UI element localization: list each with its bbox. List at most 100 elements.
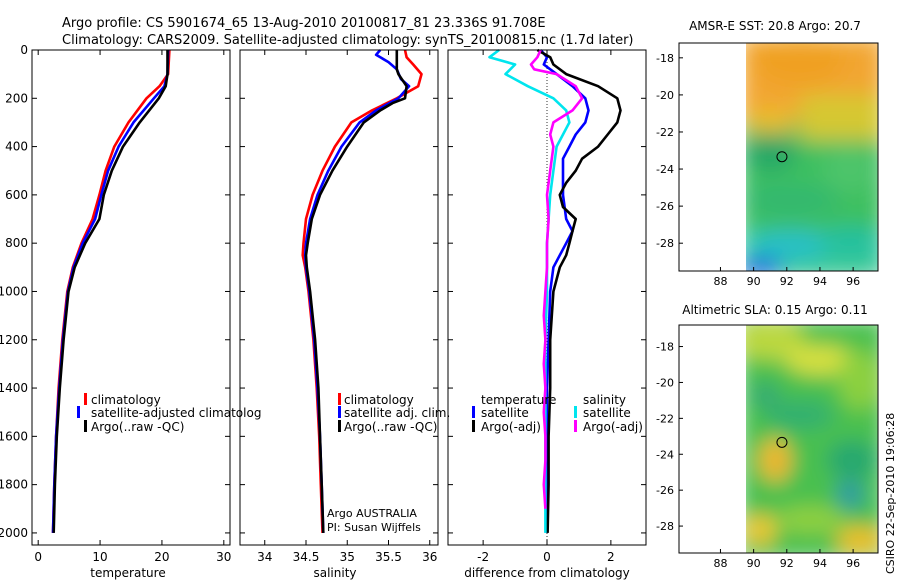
y-tick-label: 800	[5, 236, 28, 250]
series-line-climatology	[51, 49, 171, 533]
legend-swatch-sal-satellite	[574, 406, 577, 418]
legend-swatch-argo	[84, 420, 87, 432]
map-y-tick-label: -22	[656, 126, 674, 139]
y-tick-label: 0	[20, 43, 28, 57]
sst-profile-marker	[776, 151, 788, 163]
legend-swatch-climatology	[338, 393, 341, 405]
credit-line1: Argo AUSTRALIA	[327, 507, 417, 520]
legend-label-temp-satellite: satellite	[481, 406, 529, 420]
series-line-temperature-satellite	[539, 49, 590, 533]
y-tick-label: 200	[5, 91, 28, 105]
x-tick-label: 2	[607, 550, 615, 564]
map-x-tick-label: 94	[813, 275, 827, 288]
series-line-argo-raw-qc	[304, 50, 408, 533]
x-tick-label: 34	[257, 550, 272, 564]
sst-heatmap	[746, 43, 878, 271]
legend-swatch-climatology	[84, 393, 87, 405]
x-tick-label: 0	[34, 550, 42, 564]
legend-swatch-satellite	[77, 406, 80, 418]
series-line-argo-raw-qc	[52, 50, 169, 533]
difference-legend: temperature satellite Argo(-adj) salinit…	[472, 393, 643, 434]
x-tick-label: 36	[422, 550, 437, 564]
legend-label-satellite: satellite adj. clim.	[344, 406, 450, 420]
legend-swatch-argo	[338, 420, 341, 432]
temperature-panel: 0 10 20 30 0 200 400 600 800 1000 1200 1400 1600 1800…	[0, 43, 261, 580]
y-tick-label: 1400	[0, 381, 28, 395]
credit-line2: PI: Susan Wijffels	[327, 521, 421, 534]
legend-swatch-temp-satellite	[472, 406, 475, 418]
difference-panel: -2 0 2 difference from climatology tempera…	[447, 48, 647, 580]
sla-map-axes-box	[678, 324, 879, 554]
salinity-xlabel: salinity	[313, 566, 356, 580]
x-tick-label: 10	[92, 550, 107, 564]
sst-map-axes-box	[678, 42, 879, 272]
figure-title-line2: Climatology: CARS2009. Satellite-adjuste…	[62, 33, 634, 48]
legend-label-argo: Argo(..raw -QC)	[344, 420, 437, 434]
y-tick-label: 1800	[0, 478, 28, 492]
map-y-tick-label: -28	[656, 520, 674, 533]
legend-label-climatology: climatology	[344, 393, 414, 407]
x-tick-label: 35	[340, 550, 355, 564]
series-line-salinity-satellite	[488, 48, 571, 533]
map-y-tick-label: -20	[656, 89, 674, 102]
map-y-tick-label: -26	[656, 200, 674, 213]
map-y-tick-label: -18	[656, 341, 674, 354]
y-tick-label: 400	[5, 140, 28, 154]
salinity-legend: climatology satellite adj. clim. Argo(..…	[338, 393, 450, 434]
legend-title-temperature: temperature	[481, 393, 556, 407]
y-tick-label: 600	[5, 188, 28, 202]
map-x-tick-label: 96	[846, 557, 860, 570]
map-y-tick-label: -18	[656, 52, 674, 65]
sla-profile-marker	[776, 436, 788, 448]
map-y-tick-label: -22	[656, 412, 674, 425]
map-x-tick-label: 90	[747, 275, 761, 288]
y-tick-label: 1600	[0, 429, 28, 443]
series-line-salinity-argo-adj	[529, 49, 584, 509]
salinity-axes-box	[239, 49, 439, 546]
y-tick-label: 1000	[0, 284, 28, 298]
legend-title-salinity: salinity	[583, 393, 626, 407]
x-tick-label: 30	[216, 550, 231, 564]
legend-swatch-satellite	[338, 406, 341, 418]
series-line-satellite-adjusted-climatolog	[51, 49, 170, 533]
temperature-xlabel: temperature	[90, 566, 165, 580]
map-x-tick-label: 88	[713, 275, 727, 288]
map-x-tick-label: 96	[846, 275, 860, 288]
sst-map-title: AMSR-E SST: 20.8 Argo: 20.7	[689, 19, 861, 33]
map-x-tick-label: 88	[713, 557, 727, 570]
temperature-axes-box	[31, 49, 231, 546]
sla-map-panel: Altimetric SLA: 0.15 Argo: 0.11 88 90 92 94…	[656, 303, 879, 570]
map-y-tick-label: -28	[656, 237, 674, 250]
sla-heatmap	[746, 325, 878, 553]
temperature-legend: climatology satellite-adjusted climatolo…	[77, 393, 261, 434]
legend-label-argo: Argo(..raw -QC)	[91, 420, 184, 434]
series-line-temperature-argo-adj	[536, 48, 622, 533]
difference-xlabel: difference from climatology	[464, 566, 630, 580]
map-x-tick-label: 92	[780, 275, 794, 288]
y-tick-label: 1200	[0, 333, 28, 347]
legend-label-climatology: climatology	[91, 393, 161, 407]
x-tick-label: 34.5	[293, 550, 320, 564]
sla-map-title: Altimetric SLA: 0.15 Argo: 0.11	[682, 303, 867, 317]
x-tick-label: 0	[543, 550, 551, 564]
legend-label-sal-argo: Argo(-adj)	[583, 420, 643, 434]
map-y-tick-label: -24	[656, 163, 674, 176]
map-x-tick-label: 94	[813, 557, 827, 570]
sst-map-panel: AMSR-E SST: 20.8 Argo: 20.7 88 90 92 94 96 -1…	[656, 19, 879, 288]
map-y-tick-label: -24	[656, 448, 674, 461]
map-x-tick-label: 92	[780, 557, 794, 570]
legend-label-sal-satellite: satellite	[583, 406, 631, 420]
legend-swatch-temp-argo	[472, 420, 475, 432]
x-tick-label: -2	[477, 550, 489, 564]
figure-title-line1: Argo profile: CS 5901674_65 13-Aug-2010 …	[62, 16, 546, 31]
map-y-tick-label: -20	[656, 376, 674, 389]
x-tick-label: 35.5	[375, 550, 402, 564]
side-timestamp-label: CSIRO 22-Sep-2010 19:06:28	[884, 413, 897, 574]
map-y-tick-label: -26	[656, 484, 674, 497]
map-x-tick-label: 90	[747, 557, 761, 570]
x-tick-label: 20	[154, 550, 169, 564]
y-tick-label: 2000	[0, 526, 28, 540]
legend-label-satellite: satellite-adjusted climatolog	[91, 406, 261, 420]
legend-swatch-sal-argo	[574, 420, 577, 432]
